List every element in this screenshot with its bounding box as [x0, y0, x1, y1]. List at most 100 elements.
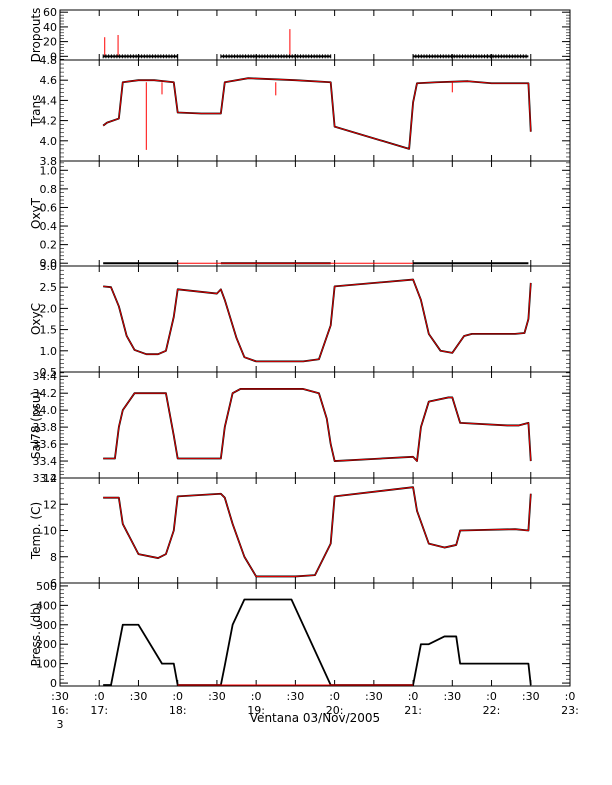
y-tick-label: 0.0 [40, 257, 58, 270]
y-tick-label: 400 [36, 599, 57, 612]
panel-frame [59, 160, 571, 267]
panel-trans: 4.8 4.6 4.4 4.2 4.0 3.8 Trans [29, 54, 571, 168]
y-tick-label: 3.8 [40, 155, 58, 168]
x-tick-label: :0 [172, 690, 183, 703]
x-tick-label: :0 [251, 690, 262, 703]
y-tick-label: 34.0 [33, 404, 58, 417]
x-tick-extra-label: 3 [57, 718, 64, 731]
y-tick-label: 4.8 [40, 54, 58, 67]
x-tick-label: :0 [408, 690, 419, 703]
y-tick-label: 60 [43, 6, 57, 19]
plot-area [102, 29, 529, 59]
y-axis-label: OxyT [29, 197, 43, 229]
x-tick-label: :30 [287, 690, 305, 703]
y-tick-label: 34.4 [33, 370, 58, 383]
panel-frame [59, 9, 571, 61]
panel-frame [59, 582, 571, 687]
y-tick-label: 34.2 [33, 387, 58, 400]
y-tick-label: 20 [43, 36, 57, 49]
x-tick-label: :0 [565, 690, 576, 703]
y-tick-label: 0.8 [40, 183, 58, 196]
y-tick-label: 8 [50, 551, 57, 564]
y-tick-label: 33.2 [33, 472, 58, 485]
y-tick-label: 200 [36, 638, 57, 651]
x-tick-hour-label: 23: [561, 704, 579, 717]
y-axis-label: OxyC [29, 303, 43, 335]
y-tick-label: 300 [36, 619, 57, 632]
x-tick-label: :30 [522, 690, 540, 703]
y-tick-label: 6 [50, 577, 57, 590]
x-tick-label: :30 [365, 690, 383, 703]
x-axis-caption: Ventana 03/Nov/2005 [250, 711, 380, 725]
y-tick-label: 0.4 [40, 220, 58, 233]
x-tick-label: :30 [51, 690, 69, 703]
x-tick-hour-label: 16: [51, 704, 69, 717]
panel-oxyc: 3.0 2.5 2.0 1.5 1.0 0.5 OxyC [29, 260, 571, 379]
series-line [102, 77, 532, 150]
x-tick-hour-label: 20: [326, 704, 344, 717]
x-axis-labels: :3016:3:017::30:018::30:019::30:020::30:… [51, 690, 579, 731]
panel-frame [59, 59, 571, 162]
y-tick-label: 2.0 [40, 302, 58, 315]
plot-area [102, 77, 532, 150]
y-tick-label: 0.5 [40, 366, 58, 379]
series-overlay-line [103, 486, 532, 577]
series-overlay-line [102, 77, 532, 150]
series-line [103, 598, 532, 686]
y-tick-label: 100 [36, 658, 57, 671]
x-tick-hour-label: 17: [90, 704, 108, 717]
y-tick-label: 500 [36, 580, 57, 593]
series-line [103, 486, 532, 578]
y-tick-label: 4.6 [40, 74, 58, 87]
plot-area [103, 598, 532, 686]
y-tick-label: 10 [43, 525, 57, 538]
plot-area [103, 388, 532, 462]
y-tick-label: 0 [50, 677, 57, 690]
panel-temp-c: 14 12 10 8 6 Temp. (C) [29, 472, 571, 590]
panel-frame [59, 265, 571, 373]
y-tick-label: 4.4 [40, 94, 58, 107]
x-tick-label: :30 [208, 690, 226, 703]
y-tick-label: 12 [43, 498, 57, 511]
y-axis-label: Temp. (C) [29, 502, 43, 560]
x-tick-label: :30 [130, 690, 148, 703]
x-tick-label: :0 [329, 690, 340, 703]
y-tick-label: 0 [50, 50, 57, 63]
y-tick-label: 1.5 [40, 324, 58, 337]
panel-dropouts: 60 40 200 Dropouts [29, 6, 571, 63]
panel-oxyt: 1.0 0.8 0.6 0.4 0.2 0.0 OxyT [29, 160, 571, 270]
y-tick-label: 33.4 [33, 455, 58, 468]
panel-press-db: 500 400 300 200 100 0 Press. (db) [29, 580, 571, 690]
y-axis-label: Trans [29, 95, 43, 128]
series-overlay-line [103, 279, 532, 362]
y-tick-label: 4.2 [40, 115, 58, 128]
y-axis-label: Press. (db) [29, 603, 43, 667]
y-tick-label: 33.8 [33, 421, 58, 434]
plot-area [103, 486, 532, 578]
x-tick-label: :30 [443, 690, 461, 703]
y-axis-label: Sal78 (psu) [29, 391, 43, 459]
y-tick-label: 33.6 [33, 438, 58, 451]
series-line [103, 278, 532, 363]
y-tick-label: 14 [43, 472, 57, 485]
panel-sal78-psu: 34.4 34.2 34.0 33.8 33.6 33.4 33.2 Sal78 (psu) [29, 370, 571, 485]
x-tick-hour-label: 21: [404, 704, 422, 717]
y-tick-label: 1.0 [40, 164, 58, 177]
x-tick-label: :0 [94, 690, 105, 703]
y-tick-label: 0.6 [40, 201, 58, 214]
y-tick-label: 4.0 [40, 135, 58, 148]
y-tick-label: 3.0 [40, 260, 58, 273]
x-tick-hour-label: 18: [169, 704, 187, 717]
y-tick-label: 0.2 [40, 239, 58, 252]
y-tick-label: 40 [43, 21, 57, 34]
chart-panels: 6040200Dropouts4.84.64.44.24.03.8Trans1.… [29, 6, 571, 690]
plot-area [103, 278, 532, 363]
x-tick-hour-label: 22: [483, 704, 501, 717]
y-tick-label: 2.5 [40, 281, 58, 294]
x-tick-label: :0 [486, 690, 497, 703]
x-tick-hour-label: 19: [247, 704, 265, 717]
y-tick-label: 1.0 [40, 345, 58, 358]
series-overlay-line [103, 388, 532, 462]
y-axis-label: Dropouts [29, 8, 43, 63]
